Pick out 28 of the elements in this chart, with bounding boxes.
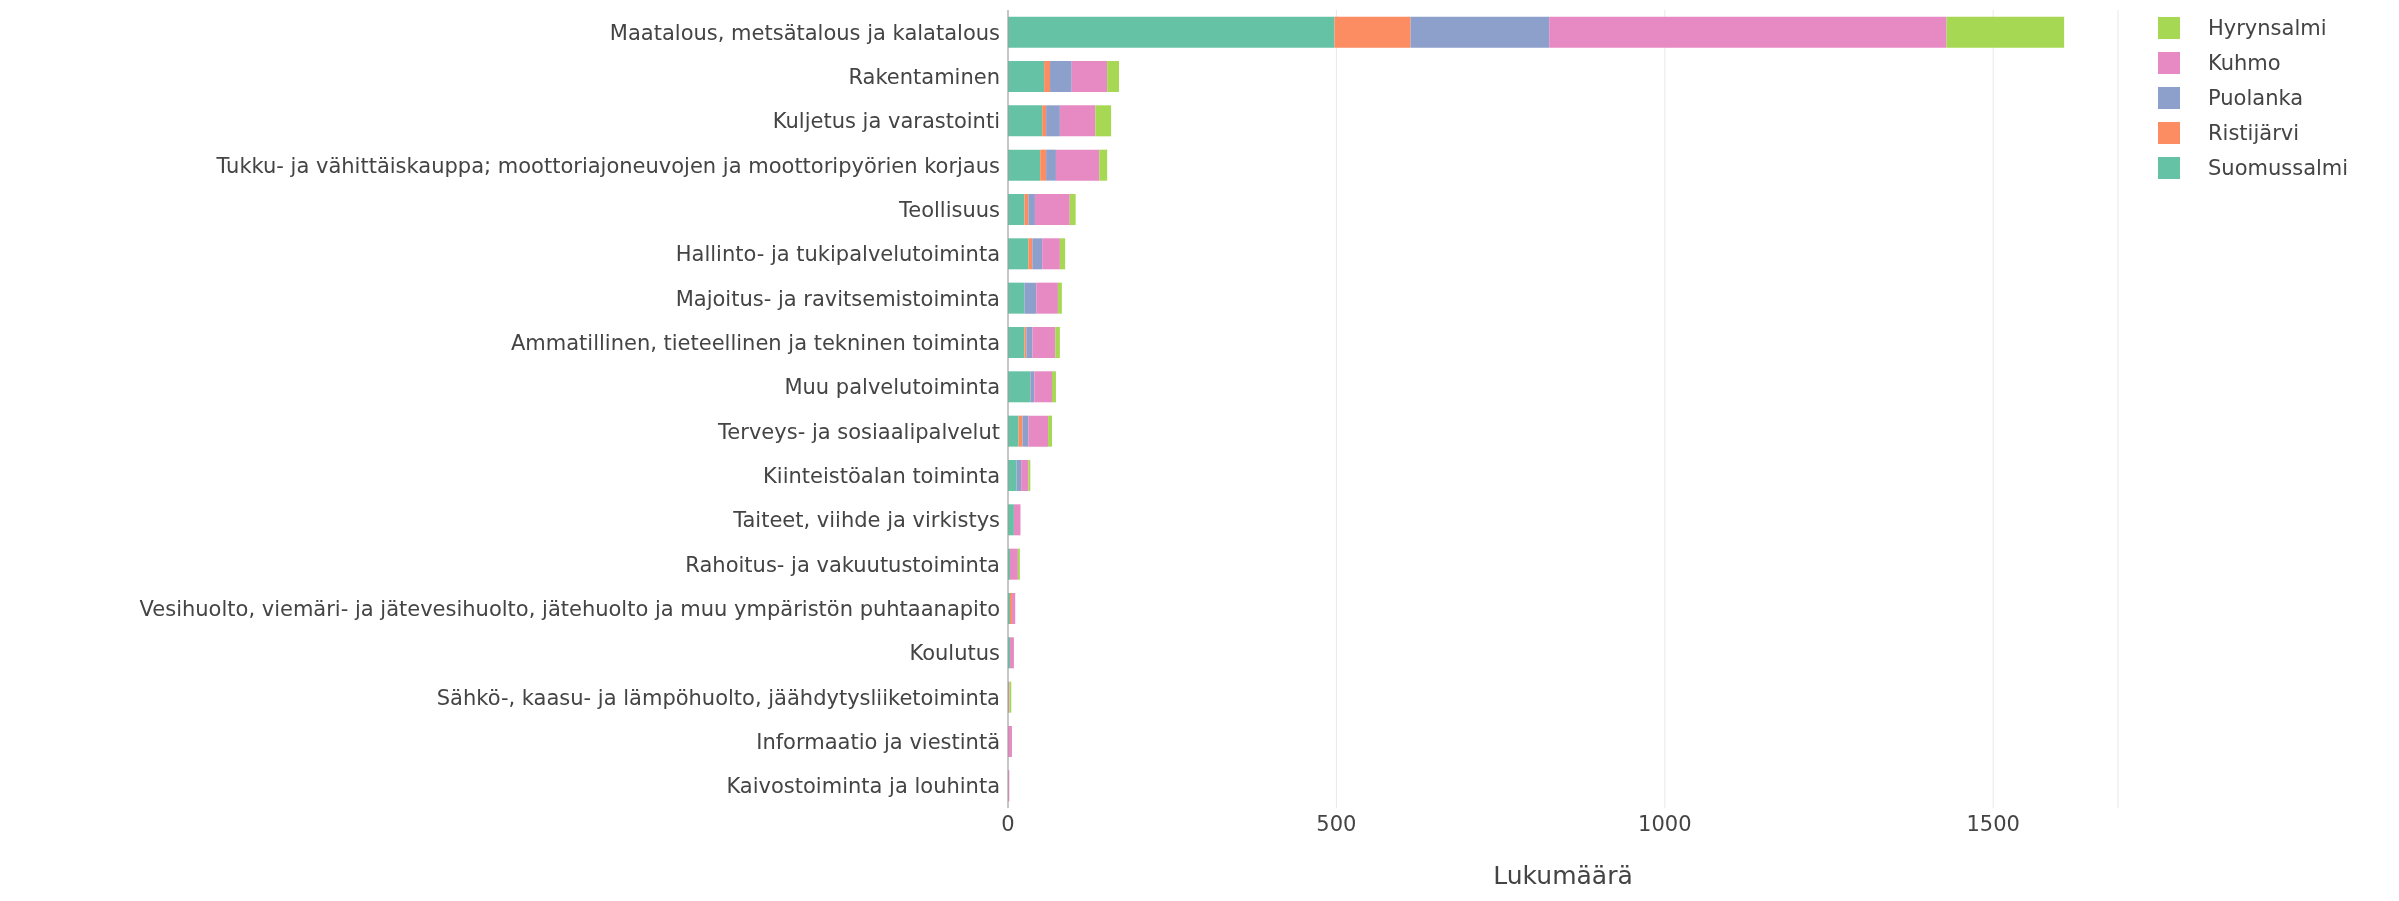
x-tick-label: 500 [1316,811,1357,836]
y-tick-label: Muu palvelutoiminta [784,375,1000,400]
legend-label: Hyrynsalmi [2208,15,2327,40]
y-tick-label: Maatalous, metsätalous ja kalatalous [609,20,1000,45]
y-tick-label: Kaivostoiminta ja louhinta [726,774,1000,799]
legend-label: Puolanka [2208,85,2304,110]
y-tick-label: Rakentaminen [848,64,1000,89]
y-tick-label: Teollisuus [897,197,1000,222]
y-tick-label: Kuljetus ja varastointi [772,109,1000,134]
y-tick-label: Kiinteistöalan toiminta [763,463,1000,488]
y-tick-label: Hallinto- ja tukipalvelutoiminta [675,242,1000,267]
legend-label: Ristijärvi [2208,120,2300,145]
x-tick-label: 0 [1001,811,1015,836]
y-tick-label: Informaatio ja viestintä [756,729,1000,754]
y-tick-label: Majoitus- ja ravitsemistoiminta [675,286,1000,311]
y-tick-label: Terveys- ja sosiaalipalvelut [717,419,1000,444]
legend-label: Suomussalmi [2208,155,2349,180]
y-tick-label: Vesihuolto, viemäri- ja jätevesihuolto, jätehuolto ja muu ympäristön puhtaanapito [139,596,1000,621]
y-tick-label: Taiteet, viihde ja virkistys [732,508,1000,533]
x-axis-title: Lukumäärä [1493,861,1633,890]
x-tick-label: 1500 [1966,811,2020,836]
x-tick-label: 1000 [1638,811,1692,836]
y-tick-label: Sähkö-, kaasu- ja lämpöhuolto, jäähdytysliiketoiminta [436,685,1000,710]
y-tick-label: Rahoitus- ja vakuutustoiminta [685,552,1000,577]
legend-label: Kuhmo [2208,50,2281,75]
y-tick-label: Ammatillinen, tieteellinen ja tekninen toiminta [510,330,1000,355]
y-tick-label: Tukku- ja vähittäiskauppa; moottoriajoneuvojen ja moottoripyörien korjaus [215,153,1000,178]
y-tick-label: Koulutus [909,641,1000,666]
